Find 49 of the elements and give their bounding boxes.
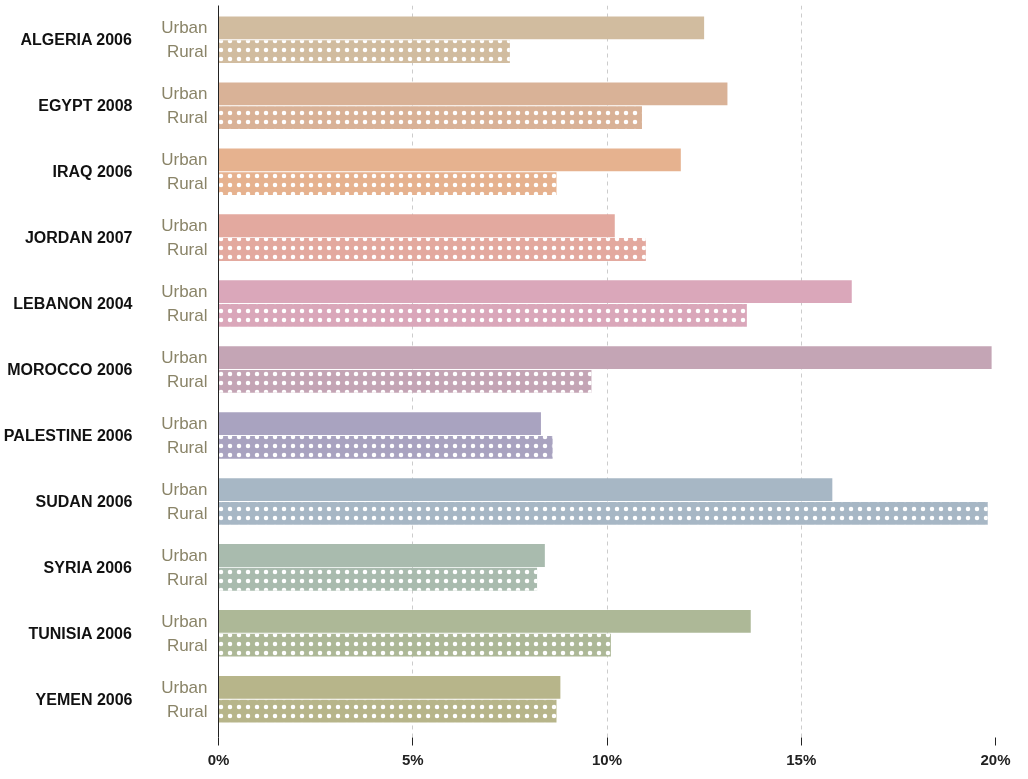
y-tick-label: EGYPT 2008: [38, 97, 133, 115]
text: Rural: [166, 240, 208, 259]
text: Urban: [161, 545, 208, 565]
text: Urban: [161, 216, 208, 236]
text: Rural: [166, 108, 208, 128]
bar: [218, 346, 992, 370]
text: Urban: [161, 480, 208, 500]
bar: [218, 214, 615, 238]
bar: [218, 82, 728, 106]
bar: [218, 544, 545, 567]
x-tick-label: 0%: [207, 750, 230, 768]
text: Rural: [166, 569, 208, 589]
series-label: Urban: [161, 18, 208, 38]
y-tick-label: SUDAN 2006: [35, 492, 133, 510]
bar: [218, 478, 833, 501]
bar: [218, 148, 681, 172]
text: Rural: [166, 503, 208, 523]
series-label: Rural: [166, 42, 208, 62]
text: Urban: [161, 150, 208, 170]
text: Urban: [161, 414, 208, 434]
text: Rural: [166, 371, 208, 391]
x-tick-label: 5%: [401, 750, 424, 768]
y-tick-label: MOROCCO 2006: [7, 361, 133, 379]
bar: [218, 412, 541, 435]
text: Rural: [166, 174, 208, 194]
x-tick-label: 15%: [786, 750, 817, 768]
text: Rural: [166, 437, 208, 457]
text: Urban: [161, 282, 208, 302]
bar: [218, 16, 705, 40]
text: Rural: [166, 701, 208, 721]
y-tick-label: JORDAN 2007: [24, 229, 133, 247]
y-tick-label: SYRIA 2006: [43, 558, 133, 576]
text: Urban: [161, 84, 208, 104]
y-tick-label: TUNISIA 2006: [28, 624, 133, 642]
bar: [218, 675, 561, 699]
text: Urban: [161, 677, 208, 697]
bar: [218, 280, 852, 304]
text: Urban: [161, 611, 208, 631]
y-tick-label: PALESTINE 2006: [3, 426, 133, 444]
x-tick-label: 10%: [591, 750, 623, 768]
text: Urban: [161, 348, 208, 368]
text: Rural: [166, 635, 208, 655]
x-tick-label: 20%: [980, 750, 1011, 768]
bar: [218, 610, 751, 633]
y-tick-label: YEMEN 2006: [35, 690, 133, 708]
y-tick-label: LEBANON 2004: [13, 295, 133, 313]
y-tick-label: ALGERIA 2006: [20, 31, 133, 49]
text: Rural: [166, 305, 208, 325]
y-tick-label: IRAQ 2006: [52, 163, 133, 181]
